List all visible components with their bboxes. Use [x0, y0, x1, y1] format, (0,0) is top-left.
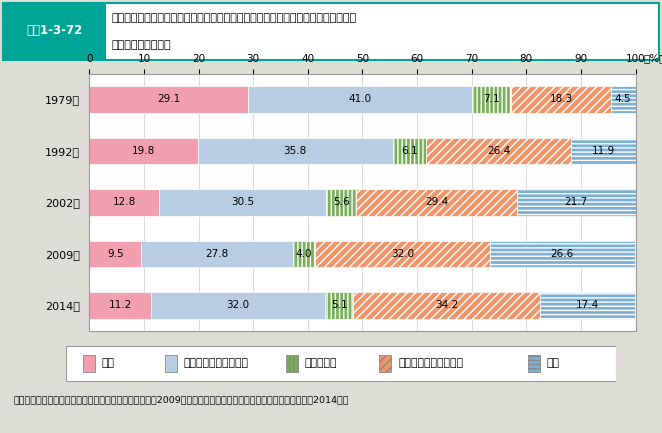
Bar: [540, 292, 635, 319]
Text: 9.5: 9.5: [107, 249, 124, 259]
Bar: [141, 241, 293, 267]
Text: 29.1: 29.1: [157, 94, 181, 104]
Bar: [490, 241, 635, 267]
Text: 26.4: 26.4: [487, 146, 510, 156]
Text: 17.4: 17.4: [576, 301, 599, 310]
Bar: [89, 292, 150, 319]
Text: わからない: わからない: [305, 358, 337, 368]
Text: 35.8: 35.8: [283, 146, 307, 156]
Text: 6.1: 6.1: [401, 146, 418, 156]
Text: 「夫は外で働き妻は家庭を守るべきである」という考え方についての賛成／反対の: 「夫は外で働き妻は家庭を守るべきである」という考え方についての賛成／反対の: [111, 13, 356, 23]
Bar: [89, 189, 160, 216]
Text: どちらかといえば反対: どちらかといえば反対: [398, 358, 463, 368]
Text: 5.6: 5.6: [333, 197, 350, 207]
Bar: [150, 292, 325, 319]
Text: どちらかといえば賛成: どちらかといえば賛成: [184, 358, 249, 368]
Text: 割合の推移（女性）: 割合の推移（女性）: [111, 40, 171, 50]
Text: 26.6: 26.6: [551, 249, 574, 259]
Text: 18.3: 18.3: [549, 94, 573, 104]
Bar: [286, 355, 298, 372]
Text: 27.8: 27.8: [205, 249, 229, 259]
Bar: [528, 355, 540, 372]
Text: 41.0: 41.0: [349, 94, 372, 104]
Text: 11.2: 11.2: [109, 301, 132, 310]
Text: 7.1: 7.1: [483, 94, 500, 104]
FancyBboxPatch shape: [3, 3, 106, 60]
Bar: [611, 86, 636, 113]
Text: 19.8: 19.8: [132, 146, 155, 156]
FancyBboxPatch shape: [3, 3, 659, 60]
Text: 32.0: 32.0: [226, 301, 250, 310]
Text: （%）: （%）: [643, 53, 662, 63]
Bar: [326, 189, 356, 216]
Bar: [353, 292, 540, 319]
Text: 29.4: 29.4: [425, 197, 448, 207]
Text: 反対: 反対: [546, 358, 559, 368]
Bar: [293, 241, 315, 267]
Bar: [511, 86, 611, 113]
Bar: [83, 355, 95, 372]
Text: 4.5: 4.5: [615, 94, 632, 104]
Bar: [472, 86, 511, 113]
Text: 資料：内閣府「男女共同参画社会に関する世論調査」（2009年以前）、「女性の活躍推進に関する世論調査」（2014年）: 資料：内閣府「男女共同参画社会に関する世論調査」（2009年以前）、「女性の活躍…: [13, 396, 349, 404]
Text: 21.7: 21.7: [565, 197, 588, 207]
Text: 34.2: 34.2: [435, 301, 458, 310]
Bar: [89, 138, 197, 164]
Bar: [426, 138, 571, 164]
Bar: [356, 189, 517, 216]
Bar: [248, 86, 472, 113]
Text: 5.1: 5.1: [331, 301, 348, 310]
FancyBboxPatch shape: [66, 346, 616, 381]
Bar: [325, 292, 353, 319]
Text: 12.8: 12.8: [113, 197, 136, 207]
Bar: [571, 138, 636, 164]
Text: 32.0: 32.0: [391, 249, 414, 259]
Text: 11.9: 11.9: [591, 146, 614, 156]
Bar: [165, 355, 177, 372]
Bar: [517, 189, 636, 216]
Bar: [89, 241, 141, 267]
Bar: [197, 138, 393, 164]
Text: 賛成: 賛成: [101, 358, 115, 368]
Text: 30.5: 30.5: [231, 197, 254, 207]
Text: 4.0: 4.0: [296, 249, 312, 259]
Text: 図表1-3-72: 図表1-3-72: [27, 24, 83, 37]
Bar: [160, 189, 326, 216]
Bar: [315, 241, 490, 267]
Bar: [393, 138, 426, 164]
Bar: [379, 355, 391, 372]
Bar: [89, 86, 248, 113]
